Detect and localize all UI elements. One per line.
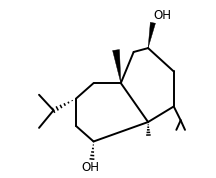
Text: OH: OH (81, 161, 99, 174)
Polygon shape (113, 49, 121, 83)
Polygon shape (148, 22, 156, 48)
Text: OH: OH (154, 9, 172, 22)
